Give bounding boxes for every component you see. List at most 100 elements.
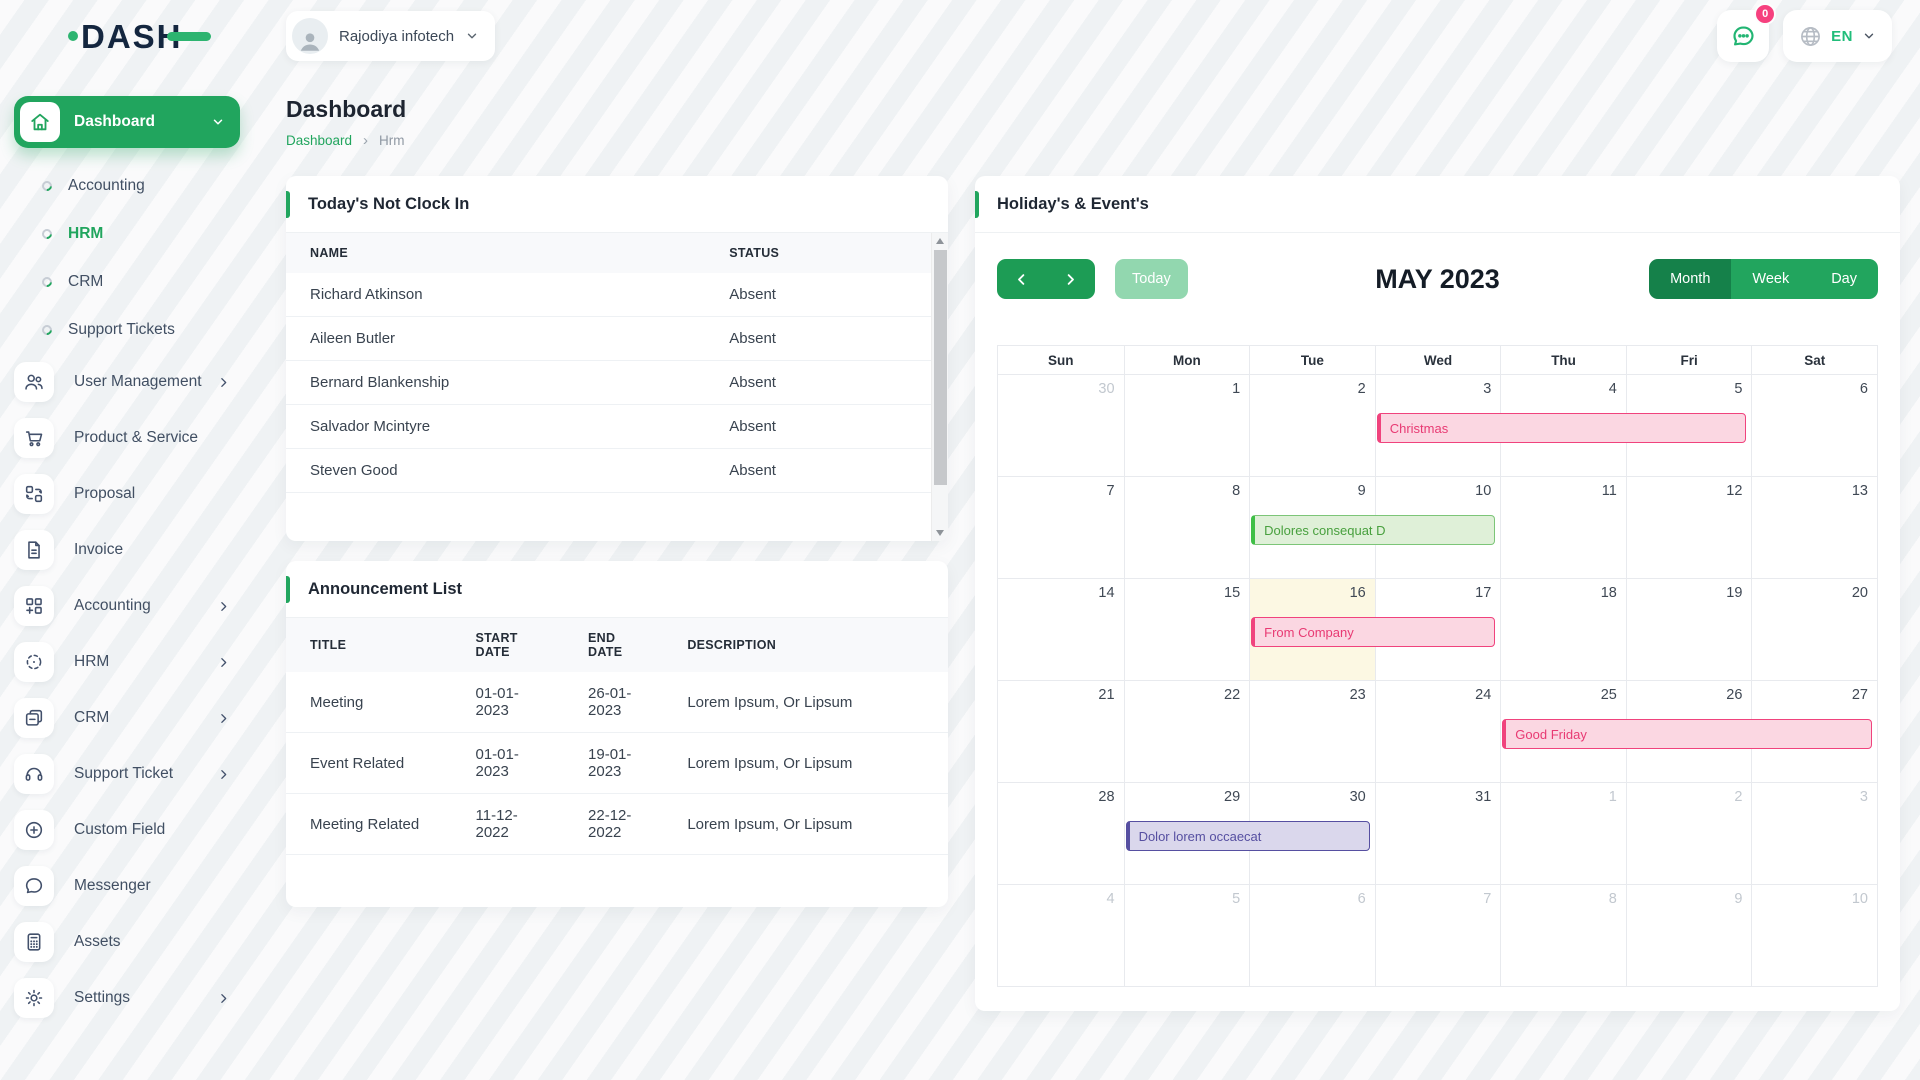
sidebar-item-messenger[interactable]: Messenger: [14, 858, 240, 914]
calendar-day-cell[interactable]: 23: [1249, 681, 1375, 782]
end-date-cell: 22-12-2022: [564, 793, 664, 855]
calendar-event-dolores-consequat-d[interactable]: Dolores consequat D: [1251, 515, 1496, 545]
column-header-end-date[interactable]: END DATE: [564, 618, 664, 672]
table-row: Meeting 01-01-2023 26-01-2023 Lorem Ipsu…: [286, 672, 948, 733]
calendar-day-cell[interactable]: 20: [1751, 579, 1877, 680]
calendar-event-christmas[interactable]: Christmas: [1376, 413, 1747, 443]
breadcrumb-separator-icon: ›: [363, 132, 369, 149]
calendar-day-cell[interactable]: 5: [1123, 885, 1250, 986]
calendar-day-cell[interactable]: 3: [1751, 783, 1877, 884]
sidebar-item-proposal[interactable]: Proposal: [14, 466, 240, 522]
sidebar-item-support-tickets[interactable]: Support Tickets: [14, 306, 240, 354]
chevron-right-icon: [217, 712, 230, 725]
calendar-day-cell[interactable]: 24: [1374, 681, 1501, 782]
weekday-header-sat: Sat: [1751, 346, 1877, 374]
calendar-day-cell[interactable]: 30: [1098, 381, 1115, 397]
sidebar-item-user-management[interactable]: User Management: [14, 354, 240, 410]
calendar-day-cell[interactable]: 1: [1123, 375, 1250, 476]
scrollbar-down-arrow[interactable]: [932, 525, 948, 541]
column-header-start-date[interactable]: START DATE: [451, 618, 565, 672]
calendar-day-cell[interactable]: 6: [1249, 885, 1375, 986]
calendar-view-month-button[interactable]: Month: [1649, 259, 1732, 299]
sidebar-item-invoice[interactable]: Invoice: [14, 522, 240, 578]
sidebar: Dashboard Accounting HRM CRM Support Tic…: [0, 72, 286, 1026]
calendar-day-cell[interactable]: 8: [1123, 477, 1250, 578]
sidebar-item-crm[interactable]: CRM: [14, 258, 240, 306]
app-logo[interactable]: DASH: [68, 20, 286, 53]
language-selector[interactable]: EN: [1783, 10, 1892, 62]
calendar-grid: Sun Mon Tue Wed Thu Fri Sat 30 1 2 3 4 5 6 Christmas 7…: [997, 345, 1878, 987]
calendar-event-good-friday[interactable]: Good Friday: [1502, 719, 1872, 749]
calendar-day-cell[interactable]: 15: [1123, 579, 1250, 680]
bullet-ring-icon: [39, 322, 55, 338]
sidebar-item-assets[interactable]: Assets: [14, 914, 240, 970]
messages-button[interactable]: 0: [1717, 3, 1777, 62]
sidebar-item-hrm[interactable]: HRM: [14, 210, 240, 258]
column-header-title[interactable]: TITLE: [286, 618, 452, 672]
company-selector[interactable]: Rajodiya infotech: [286, 11, 496, 61]
announcement-title-cell: Event Related: [286, 732, 452, 794]
calendar-day-cell[interactable]: 29: [1123, 783, 1250, 884]
calendar-day-cell[interactable]: 1: [1500, 783, 1626, 884]
calendar-day-cell[interactable]: 13: [1751, 477, 1877, 578]
calendar-day-cell[interactable]: 7: [1374, 885, 1501, 986]
calendar-next-button[interactable]: [1046, 259, 1095, 299]
calendar-day-cell[interactable]: 10: [1751, 885, 1877, 986]
calendar-day-cell[interactable]: 8: [1500, 885, 1626, 986]
table-scrollbar[interactable]: [931, 233, 948, 541]
calendar-day-cell[interactable]: 9: [1625, 885, 1752, 986]
calendar-day-cell[interactable]: 21: [1098, 687, 1115, 703]
calendar-day-cell[interactable]: 18: [1500, 579, 1626, 680]
calendar-prev-button[interactable]: [997, 259, 1046, 299]
table-row: Aileen Butler Absent: [286, 316, 931, 361]
employee-name: Steven Good: [286, 448, 706, 493]
sidebar-item-hrm[interactable]: HRM: [14, 634, 240, 690]
main-content: Dashboard Dashboard › Hrm Today's Not Cl…: [286, 72, 1920, 1026]
calendar-day-cell[interactable]: 12: [1625, 477, 1752, 578]
sidebar-item-support-ticket[interactable]: Support Ticket: [14, 746, 240, 802]
calendar-event-dolor-lorem-occaecat[interactable]: Dolor lorem occaecat: [1125, 821, 1370, 851]
sidebar-item-accounting[interactable]: Accounting: [14, 162, 240, 210]
invoice-icon: [14, 530, 54, 570]
calendar-day-cell[interactable]: 4: [1106, 891, 1115, 907]
column-header-name[interactable]: NAME: [286, 233, 706, 273]
calendar-view-day-button[interactable]: Day: [1810, 259, 1878, 299]
gear-icon: [14, 978, 54, 1018]
logo-dot-icon: [68, 31, 78, 41]
sidebar-item-accounting[interactable]: Accounting: [14, 578, 240, 634]
company-avatar: [292, 18, 328, 54]
calendar-day-cell[interactable]: 6: [1751, 375, 1877, 476]
calendar-day-cell[interactable]: 19: [1625, 579, 1752, 680]
calendar-day-cell[interactable]: 28: [1098, 789, 1115, 805]
calendar-day-cell[interactable]: 14: [1098, 585, 1115, 601]
scrollbar-up-arrow[interactable]: [932, 233, 948, 249]
calendar-day-cell[interactable]: 11: [1500, 477, 1626, 578]
calendar-view-week-button[interactable]: Week: [1731, 259, 1811, 299]
column-header-description[interactable]: DESCRIPTION: [663, 618, 948, 672]
calendar-day-cell[interactable]: 7: [1106, 483, 1115, 499]
sidebar-item-product-service[interactable]: Product & Service: [14, 410, 240, 466]
end-date-cell: 19-01-2023: [564, 732, 664, 794]
top-bar: DASH Rajodiya infotech 0 EN: [0, 0, 1920, 72]
table-row: Bernard Blankenship Absent: [286, 360, 931, 405]
table-row: Salvador Mcintyre Absent: [286, 404, 931, 449]
table-row: Meeting Related 11-12-2022 22-12-2022 Lo…: [286, 793, 948, 855]
scrollbar-thumb[interactable]: [933, 250, 947, 485]
calendar-today-button[interactable]: Today: [1115, 259, 1188, 299]
column-header-status[interactable]: STATUS: [705, 233, 931, 273]
calendar-day-cell[interactable]: 3: [1374, 375, 1501, 476]
sidebar-item-settings[interactable]: Settings: [14, 970, 240, 1026]
calendar-day-cell[interactable]: 31: [1374, 783, 1501, 884]
calendar-day-cell[interactable]: 22: [1123, 681, 1250, 782]
calendar-event-from-company[interactable]: From Company: [1251, 617, 1496, 647]
sidebar-item-dashboard[interactable]: Dashboard: [14, 96, 240, 148]
calendar-day-cell[interactable]: 25: [1500, 681, 1626, 782]
description-cell: Lorem Ipsum, Or Lipsum: [663, 732, 948, 794]
calendar-day-cell[interactable]: 9: [1249, 477, 1375, 578]
breadcrumb-home-link[interactable]: Dashboard: [286, 133, 353, 148]
sidebar-item-custom-field[interactable]: Custom Field: [14, 802, 240, 858]
sidebar-item-crm[interactable]: CRM: [14, 690, 240, 746]
calendar-day-cell[interactable]: 2: [1625, 783, 1752, 884]
headset-icon: [14, 754, 54, 794]
calendar-day-cell[interactable]: 2: [1249, 375, 1375, 476]
